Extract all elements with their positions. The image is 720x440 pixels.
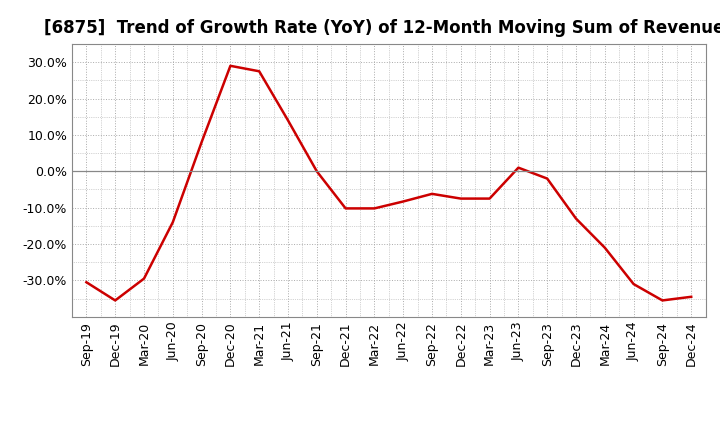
- Title: [6875]  Trend of Growth Rate (YoY) of 12-Month Moving Sum of Revenues: [6875] Trend of Growth Rate (YoY) of 12-…: [44, 19, 720, 37]
